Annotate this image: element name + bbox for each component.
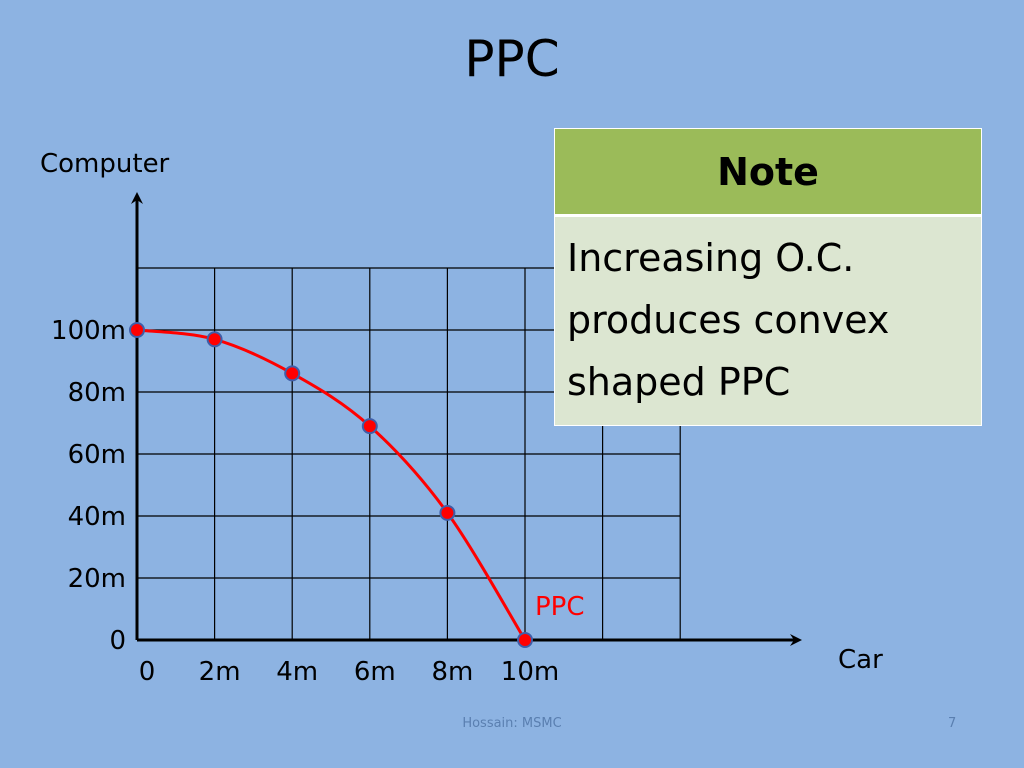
ppc-point [284,365,301,382]
y-tick-label: 60m [68,440,126,470]
x-tick-label: 4m [276,657,318,687]
y-tick-label: 40m [68,502,126,532]
footer-text: Hossain: MSMC [462,716,562,731]
x-tick-label: 0 [139,657,156,687]
x-tick-label: 8m [431,657,473,687]
ppc-point [361,418,378,435]
chart-labels: Computer Car PPC [40,149,883,675]
x-tick-label: 6m [354,657,396,687]
chart-axes [131,192,802,646]
y-axis-label: Computer [40,149,170,179]
ppc-point [517,632,533,648]
x-tick-label: 2m [199,657,241,687]
x-tick-label: 10m [501,657,559,687]
y-tick-label: 0 [109,626,126,656]
y-tick-label: 20m [68,564,126,594]
ppc-point [439,504,456,521]
ppc-curve [136,328,527,641]
slide-title: PPC [464,30,560,88]
x-axis-label: Car [838,645,883,675]
note-body: Increasing O.C. produces convex shaped P… [567,236,890,404]
y-tick-label: 100m [51,316,126,346]
chart-tick-labels: 0 2m 4m 6m 8m 10m 0 20m 40m 60m 80m 100m [51,316,559,687]
ppc-point [129,322,145,338]
note-box: Note Increasing O.C. produces convex sha… [554,128,982,426]
note-header: Note [555,129,981,217]
ppc-point [206,331,223,348]
page-number: 7 [948,716,957,731]
y-tick-label: 80m [68,378,126,408]
series-label-ppc: PPC [535,592,585,622]
chart-series [129,322,533,648]
